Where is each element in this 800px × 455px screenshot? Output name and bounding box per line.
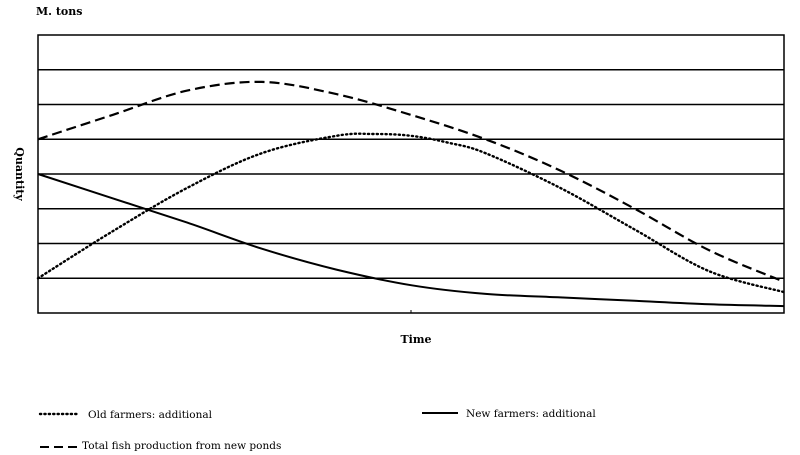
series-lines xyxy=(36,80,786,308)
gridlines xyxy=(38,69,784,313)
series-line-2 xyxy=(37,80,785,283)
y-axis-label: Quantity xyxy=(13,147,26,201)
unit-label: M. tons xyxy=(36,5,82,18)
legend-label-new-farmers: New farmers: additional xyxy=(466,408,596,420)
legend: Old farmers: additional New farmers: add… xyxy=(38,408,596,452)
series-line-0 xyxy=(36,132,786,294)
legend-label-old-farmers: Old farmers: additional xyxy=(88,409,213,421)
series-line-1 xyxy=(37,173,785,308)
x-axis-label: Time xyxy=(400,333,431,346)
legend-label-total-production: Total fish production from new ponds xyxy=(82,440,281,452)
